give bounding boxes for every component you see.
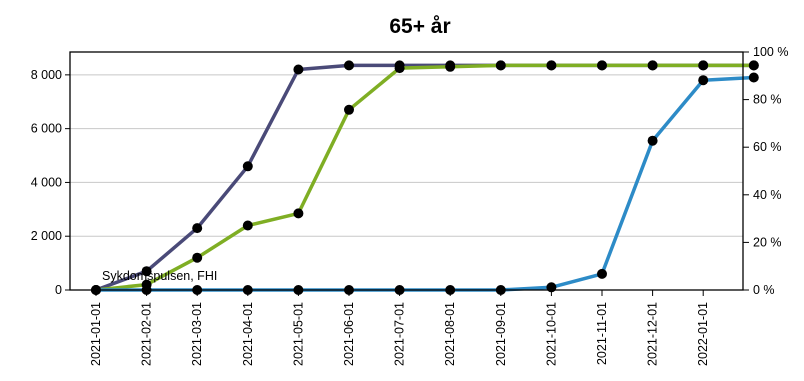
data-point [698, 75, 709, 86]
data-point [394, 63, 405, 74]
x-tick-label: 2021-05-01 [291, 302, 305, 366]
data-point [293, 208, 304, 219]
source-label: Sykdomspulsen, FHI [102, 269, 217, 283]
data-point [344, 104, 354, 115]
data-point [445, 61, 456, 72]
chart-title: 65+ år [389, 15, 450, 38]
data-point [242, 220, 253, 231]
y-right-tick-label: 0 % [753, 283, 775, 297]
grid-lines [70, 74, 743, 237]
y-axis-right: 0 % 20 % 40 % 60 % 80 % 100 % [743, 45, 788, 297]
x-tick-label: 2021-04-01 [241, 302, 255, 366]
x-tick-label: 2021-03-01 [190, 302, 204, 366]
x-tick-label: 2021-06-01 [342, 302, 356, 366]
data-point [597, 268, 607, 279]
x-tick-label: 2021-12-01 [646, 302, 660, 366]
y-left-tick-label: 6 000 [31, 122, 62, 136]
series-group [91, 60, 759, 295]
y-left-tick-label: 8 000 [31, 68, 62, 82]
data-point [597, 60, 607, 71]
data-point [495, 60, 506, 71]
x-tick-label: 2021-11-01 [595, 302, 609, 365]
series-2 [91, 60, 759, 295]
x-axis: 2021-01-01 2021-02-01 2021-03-01 2021-04-01… [89, 290, 710, 366]
data-point [141, 266, 152, 277]
y-right-tick-label: 20 % [753, 235, 782, 249]
x-tick-label: 2021-09-01 [494, 302, 508, 366]
y-left-tick-label: 4 000 [31, 175, 62, 189]
y-right-tick-label: 60 % [753, 140, 782, 154]
data-point [192, 223, 203, 234]
y-left-tick-label: 0 [55, 283, 62, 297]
x-tick-label: 2021-02-01 [140, 302, 154, 366]
data-point [748, 60, 759, 71]
data-point [647, 135, 658, 146]
data-point [344, 60, 354, 71]
data-point [748, 72, 759, 83]
data-point [546, 60, 557, 71]
x-tick-label: 2021-08-01 [443, 302, 457, 366]
y-right-tick-label: 80 % [753, 93, 782, 107]
y-right-tick-label: 40 % [753, 188, 782, 202]
y-left-tick-label: 2 000 [31, 229, 62, 243]
data-point [647, 60, 658, 71]
x-tick-label: 2022-01-01 [696, 302, 710, 366]
x-tick-label: 2021-10-01 [544, 302, 558, 366]
data-point [698, 60, 709, 71]
data-point [293, 64, 304, 75]
x-tick-label: 2021-07-01 [393, 302, 407, 366]
data-point [192, 252, 203, 263]
y-right-tick-label: 100 % [753, 45, 788, 59]
y-axis-left: 0 2 000 4 000 6 000 8 000 [31, 68, 70, 297]
plot-area-border [69, 51, 744, 291]
series-line [94, 63, 756, 292]
data-point [242, 161, 253, 172]
x-tick-label: 2021-01-01 [89, 302, 103, 366]
